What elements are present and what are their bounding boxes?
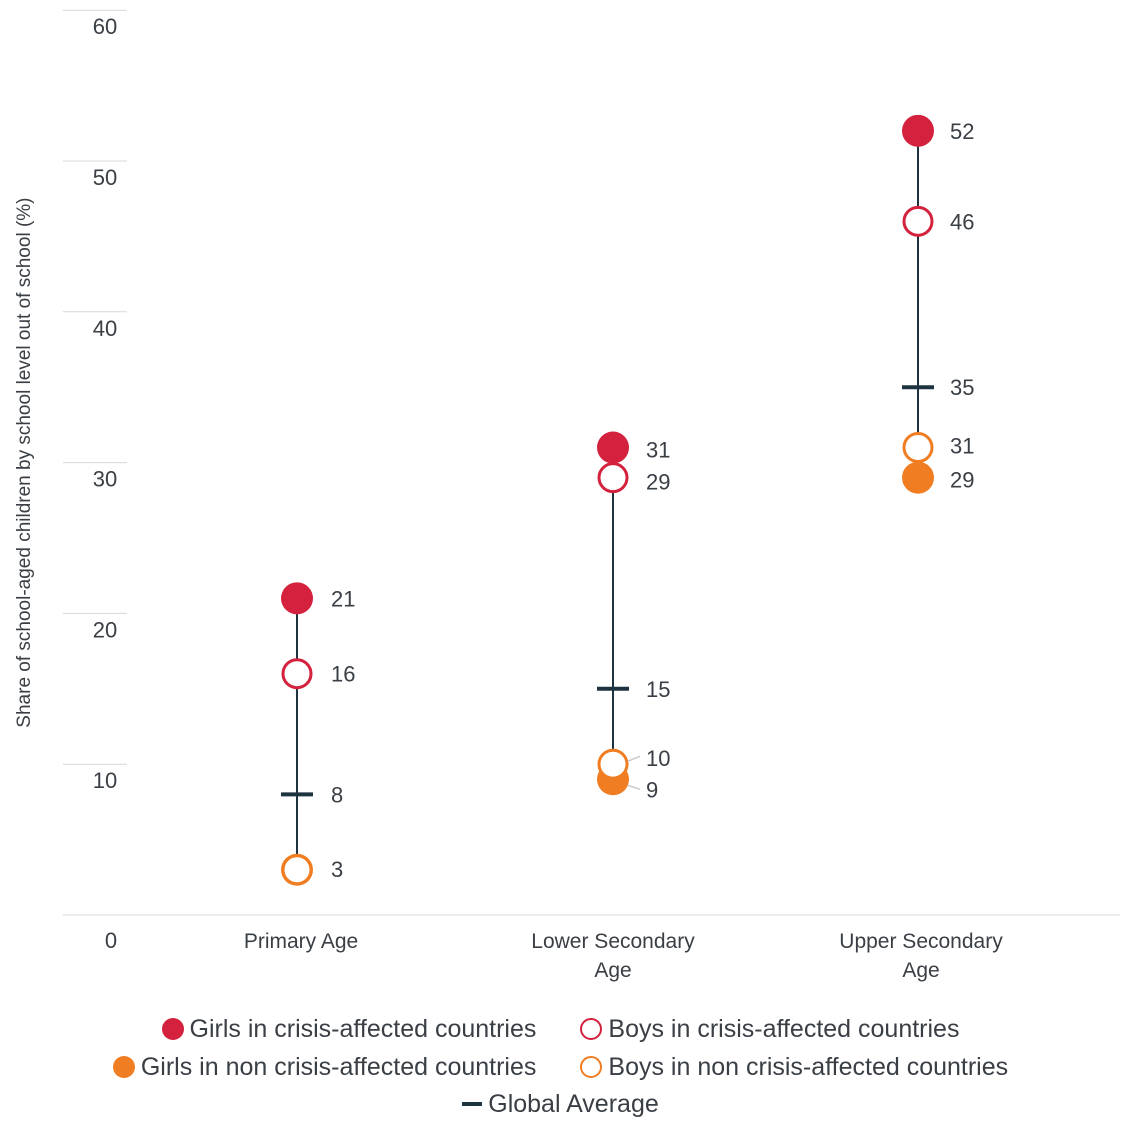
boys-crisis-point (902, 205, 934, 237)
girls-noncrisis-point (902, 461, 934, 494)
category-label: Lower Secondary (531, 930, 695, 953)
y-tick-label: 40 (93, 316, 117, 341)
legend-item-global-average: Global Average (462, 1090, 659, 1119)
y-tick-label: 20 (93, 617, 117, 642)
legend-item-girls-noncrisis: Girls in non crisis-affected countries (112, 1052, 537, 1082)
y-tick-label: 60 (93, 14, 117, 39)
legend-row-3: Global Average (0, 1086, 1121, 1122)
girls-crisis-point (281, 582, 313, 615)
boys-crisis-point (597, 462, 629, 494)
data-label: 9 (646, 777, 658, 802)
dash-icon (462, 1102, 483, 1106)
data-label: 52 (950, 119, 974, 144)
category-label: Age (594, 959, 631, 982)
data-label: 3 (331, 857, 343, 882)
legend-item-boys-noncrisis: Boys in non crisis-affected countries (580, 1053, 1008, 1082)
data-label: 10 (646, 746, 670, 771)
category-label: Upper Secondary (839, 930, 1003, 953)
legend-item-girls-crisis: Girls in crisis-affected countries (161, 1014, 537, 1044)
category-label: Primary Age (244, 930, 358, 953)
boys-noncrisis-point (902, 432, 934, 464)
y-tick-label: 50 (93, 165, 117, 190)
legend-row-1: Girls in crisis-affected countries Boys … (0, 1010, 1121, 1048)
filled-red-circle-icon (161, 1018, 184, 1040)
y-tick-label: 10 (93, 768, 117, 793)
y-tick-label: 30 (93, 467, 117, 492)
y-axis-title: Share of school-aged children by school … (14, 198, 35, 728)
boys-noncrisis-point (597, 748, 629, 780)
leader-line (627, 755, 641, 762)
legend-label-girls-crisis: Girls in crisis-affected countries (189, 1014, 537, 1043)
data-label: 35 (950, 375, 974, 400)
dot-range-chart: 10 20 30 40 50 60 0 Share of school-aged childr… (14, 9, 1120, 982)
data-label: 31 (950, 434, 974, 459)
data-label: 16 (331, 662, 355, 687)
legend-label-boys-noncrisis: Boys in non crisis-affected countries (608, 1052, 1009, 1081)
hollow-red-circle-icon (580, 1018, 603, 1040)
legend-item-boys-crisis: Boys in crisis-affected countries (580, 1015, 959, 1044)
boys-crisis-point (281, 658, 313, 690)
hollow-orange-circle-icon (580, 1056, 603, 1078)
data-label: 8 (331, 782, 343, 807)
legend-label-girls-noncrisis: Girls in non crisis-affected countries (140, 1052, 537, 1081)
legend-label-boys-crisis: Boys in crisis-affected countries (608, 1014, 960, 1043)
leader-line (627, 784, 641, 790)
data-label: 46 (950, 209, 974, 234)
girls-crisis-point (597, 431, 629, 464)
data-label: 29 (950, 468, 974, 493)
legend-row-2: Girls in non crisis-affected countries B… (0, 1048, 1121, 1086)
y-tick-label-zero: 0 (105, 928, 117, 953)
data-label: 31 (646, 438, 670, 463)
girls-crisis-point (902, 114, 934, 147)
data-label: 21 (331, 586, 355, 611)
legend-label-global-average: Global Average (488, 1089, 659, 1118)
boys-noncrisis-point (281, 854, 313, 886)
filled-orange-circle-icon (112, 1056, 135, 1078)
data-label: 15 (646, 677, 670, 702)
data-label: 29 (646, 470, 670, 495)
legend: Girls in crisis-affected countries Boys … (0, 1010, 1121, 1122)
category-label: Age (902, 959, 939, 982)
